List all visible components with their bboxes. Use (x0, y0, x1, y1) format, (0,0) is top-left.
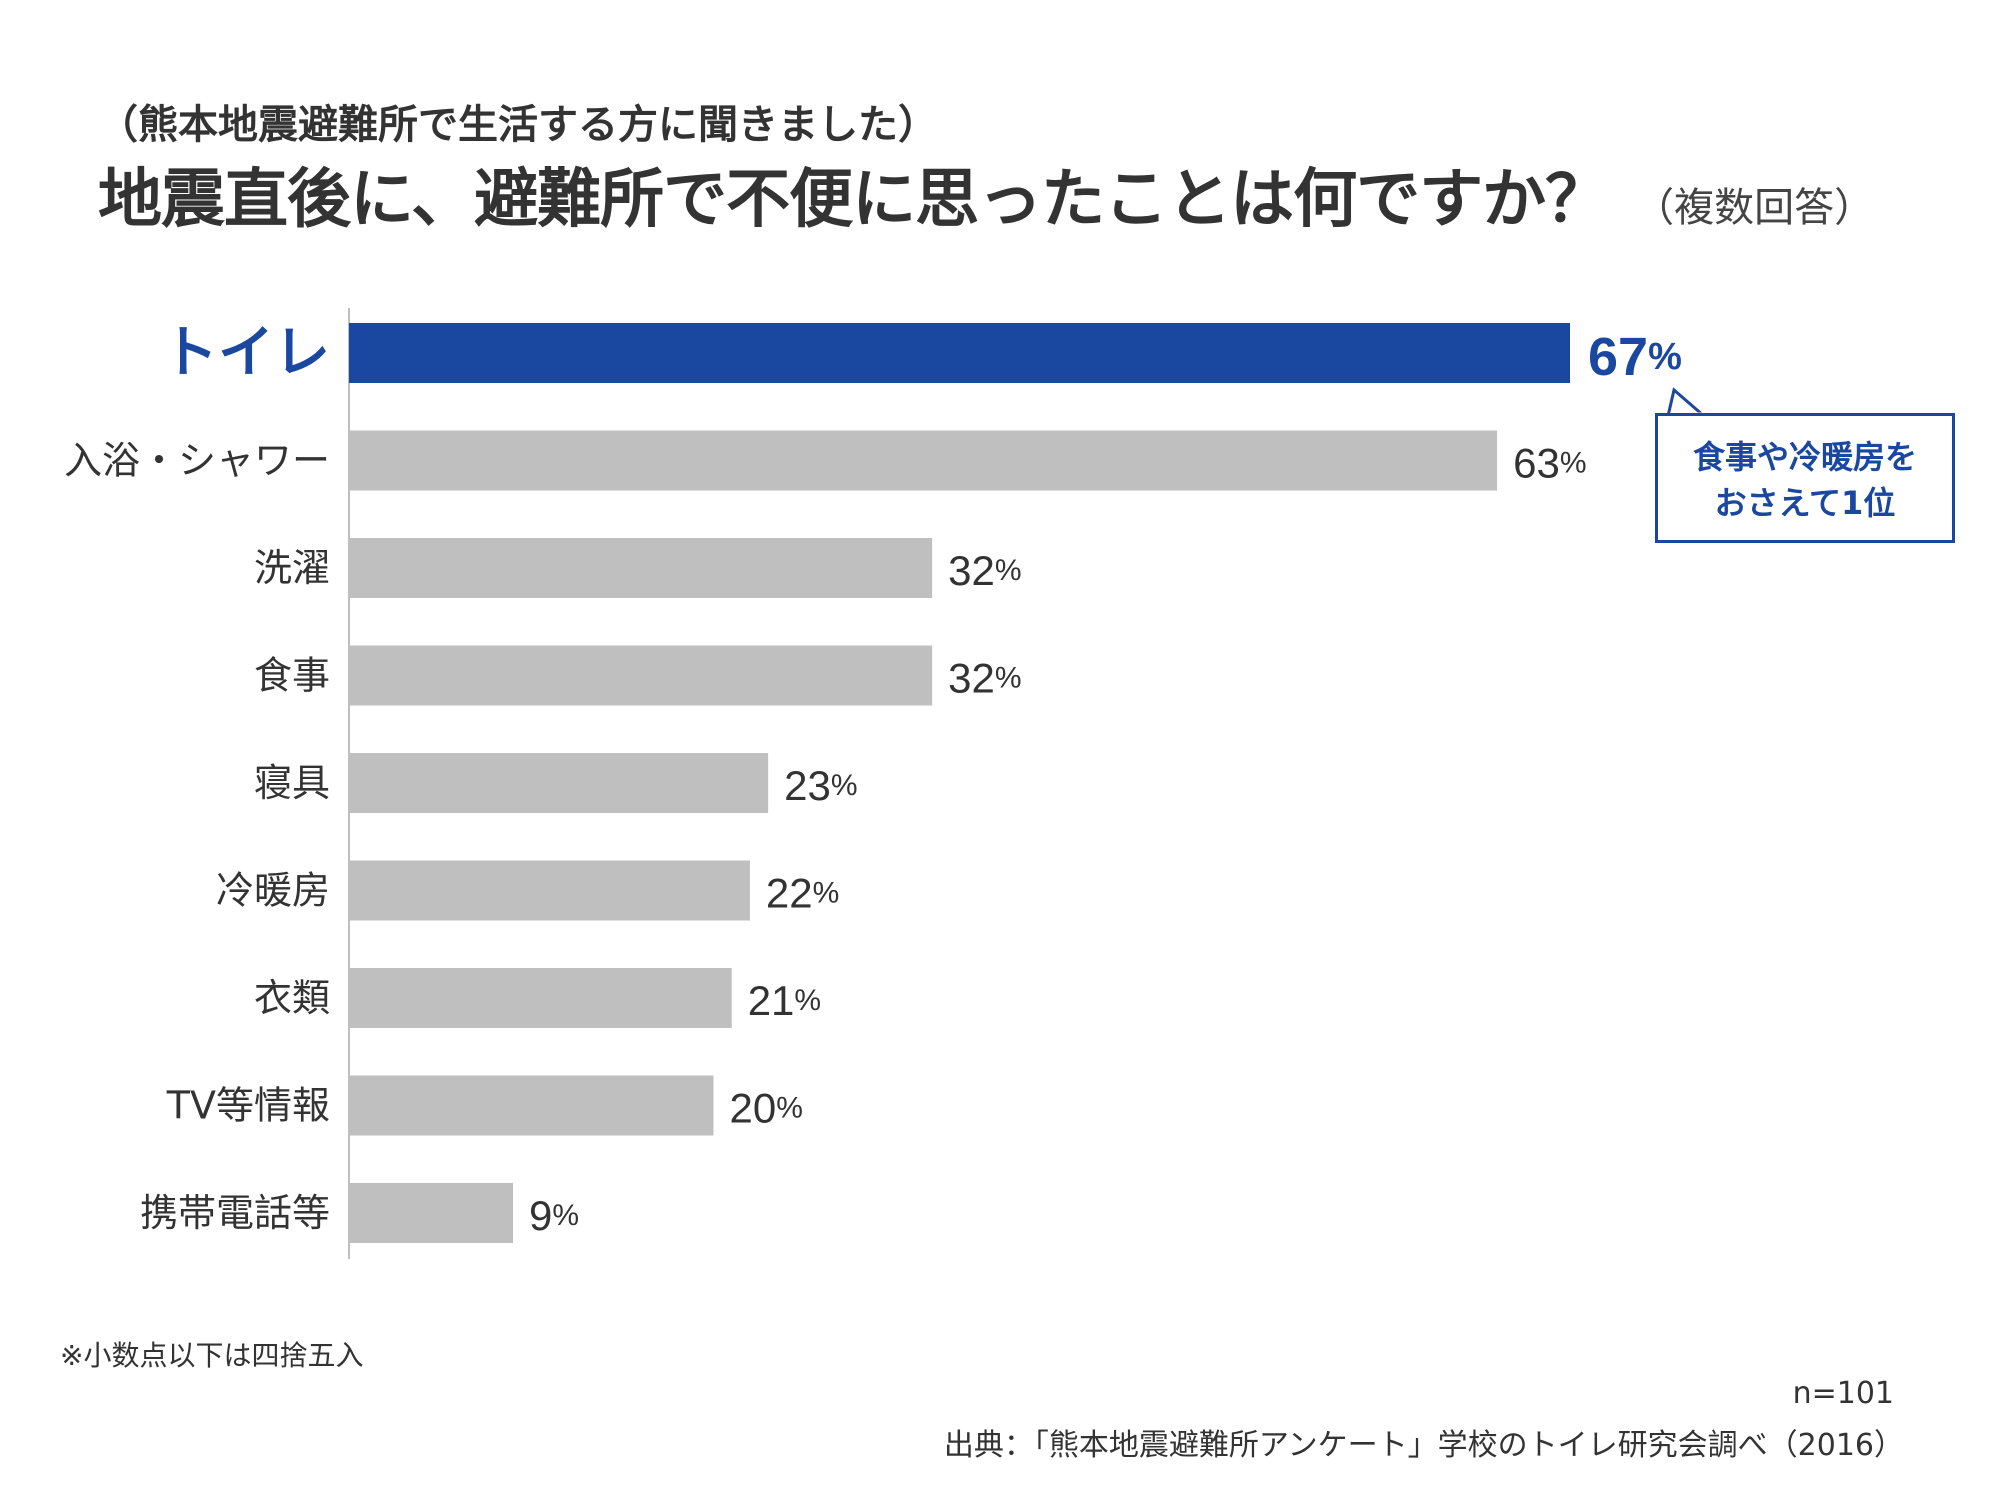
bar-2 (349, 538, 933, 598)
bar-4 (349, 753, 769, 813)
value-label-6: 21% (748, 977, 821, 1024)
footnote: ※小数点以下は四捨五入 (60, 1339, 364, 1372)
bar-8 (349, 1183, 514, 1243)
bar-0 (349, 323, 1570, 383)
bar-1 (349, 430, 1498, 491)
category-label-1: 入浴・シャワー (64, 439, 330, 483)
value-label-0: 67% (1588, 327, 1682, 387)
category-label-5: 冷暖房 (216, 869, 330, 913)
category-label-7: TV等情報 (166, 1084, 330, 1128)
chart-title-note: （複数回答） (1634, 185, 1875, 231)
value-label-3: 32% (948, 654, 1021, 701)
value-label-1: 63% (1513, 439, 1586, 486)
category-label-2: 洗濯 (254, 546, 330, 590)
category-label-3: 食事 (254, 654, 330, 698)
callout-line-1: 食事や冷暖房を (1692, 438, 1917, 476)
value-label-5: 22% (766, 869, 839, 916)
category-label-0: トイレ (162, 321, 330, 386)
bar-5 (349, 860, 750, 921)
chart-subtitle: （熊本地震避難所で生活する方に聞きました） (98, 102, 938, 148)
callout-box: 食事や冷暖房を おさえて1位 (1655, 413, 1955, 543)
callout-line-2: おさえて1位 (1714, 484, 1896, 522)
chart-title-text: 地震直後に、避難所で不便に思ったことは何ですか？ (98, 163, 1609, 237)
bar-3 (349, 645, 933, 706)
value-label-7: 20% (729, 1084, 802, 1131)
value-label-4: 23% (784, 762, 857, 809)
category-label-8: 携帯電話等 (140, 1191, 330, 1235)
value-label-2: 32% (948, 547, 1021, 594)
bar-6 (349, 968, 732, 1028)
chart-title: 地震直後に、避難所で不便に思ったことは何ですか？ （複数回答） (98, 148, 1874, 240)
value-label-8: 9% (529, 1192, 579, 1239)
source-note: 出典：「熊本地震避難所アンケート」学校のトイレ研究会調べ（2016） (943, 1428, 1904, 1463)
category-label-6: 衣類 (254, 976, 330, 1020)
sample-size: n=101 (1792, 1376, 1894, 1411)
bar-7 (349, 1075, 714, 1136)
category-label-4: 寝具 (254, 761, 330, 805)
